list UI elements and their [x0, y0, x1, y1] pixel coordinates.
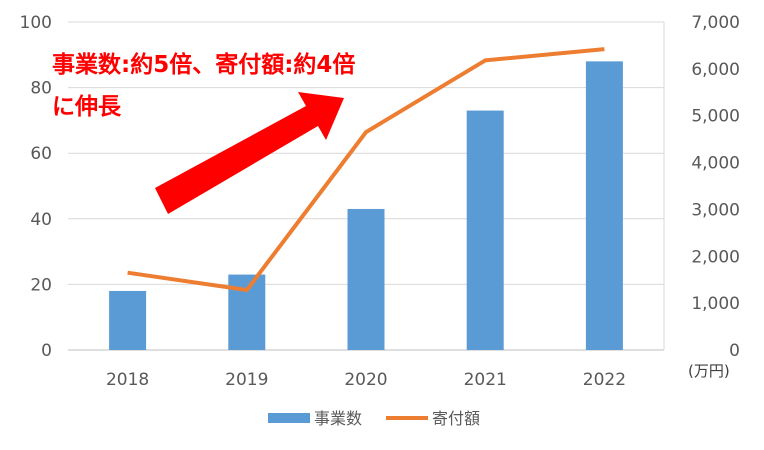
left-tick-label: 80	[30, 79, 52, 99]
right-tick-label: 0	[729, 341, 740, 361]
right-tick-label: 3,000	[691, 200, 740, 220]
bar-2018	[109, 290, 147, 350]
left-tick-label: 40	[30, 210, 52, 230]
legend-swatch-bar	[268, 413, 310, 423]
x-tick-label: 2022	[583, 370, 626, 390]
bar-2020	[347, 208, 385, 350]
x-tick-label: 2020	[344, 370, 387, 390]
line-series	[127, 47, 605, 293]
annotation-line-1: 事業数:約5倍、寄付額:約4倍	[52, 51, 355, 78]
bar-2019	[228, 274, 266, 350]
annotation-line-2: に伸長	[52, 94, 122, 120]
left-axis-ticks: 0 20 40 60 80 100	[20, 13, 52, 361]
right-tick-label: 7,000	[691, 13, 740, 33]
legend: 事業数 寄付額	[268, 409, 480, 428]
left-tick-label: 60	[30, 144, 52, 164]
right-axis-ticks: 0 1,000 2,000 3,000 4,000 5,000 6,000 7,000	[691, 13, 740, 361]
left-tick-label: 20	[30, 275, 52, 295]
bar-series	[109, 61, 623, 351]
growth-arrow-icon	[155, 92, 344, 214]
x-tick-label: 2021	[464, 370, 507, 390]
x-axis-ticks: 2018 2019 2020 2021 2022	[106, 370, 626, 390]
legend-label-line: 寄付額	[432, 409, 480, 428]
legend-label-bar: 事業数	[314, 409, 362, 428]
left-tick-label: 0	[41, 341, 52, 361]
right-tick-label: 5,000	[691, 107, 740, 127]
x-tick-label: 2019	[225, 370, 268, 390]
bar-2022	[585, 61, 623, 351]
right-tick-label: 4,000	[691, 154, 740, 174]
bar-2021	[466, 110, 504, 350]
x-tick-label: 2018	[106, 370, 149, 390]
left-tick-label: 100	[20, 13, 52, 33]
right-tick-label: 1,000	[691, 294, 740, 314]
right-tick-label: 6,000	[691, 60, 740, 80]
right-tick-label: 2,000	[691, 247, 740, 267]
right-axis-unit: (万円)	[688, 362, 730, 380]
gridlines	[68, 21, 664, 285]
